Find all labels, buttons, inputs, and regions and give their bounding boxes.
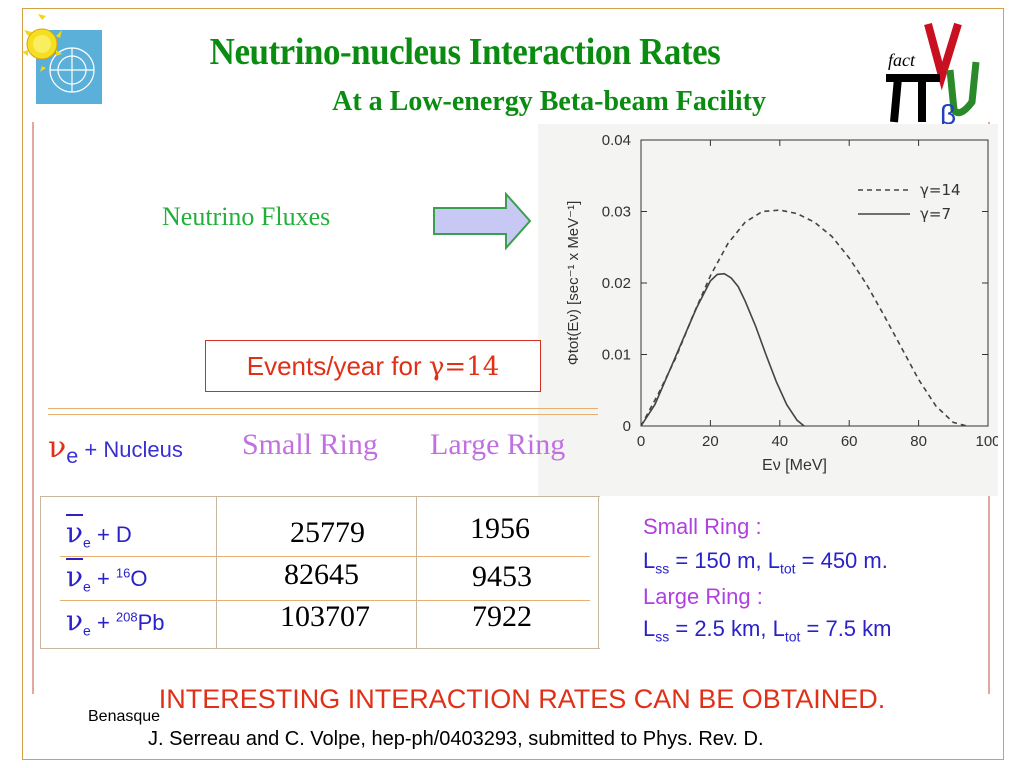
table-row-label-o: νe + 16O <box>66 560 148 594</box>
venue-label: Benasque <box>88 708 161 725</box>
col-header-reaction: νe + Nucleus <box>48 430 183 469</box>
large-ring-ltot-value: = 7.5 km <box>800 616 892 641</box>
flavor-subscript: e <box>83 578 91 595</box>
l-symbol: L <box>643 616 656 641</box>
x-tick-label: 0 <box>637 433 645 450</box>
target-nucleus: O <box>130 566 148 591</box>
table-rule <box>48 408 598 409</box>
col-header-small-ring: Small Ring <box>242 428 378 461</box>
y-tick-label: 0.01 <box>602 347 631 364</box>
mass-number: 208 <box>115 609 138 625</box>
antinu-symbol: ν <box>66 560 84 593</box>
target-nucleus: Pb <box>137 610 165 635</box>
x-tick-label: 80 <box>910 433 927 450</box>
ss-subscript: ss <box>655 628 670 645</box>
table-rule <box>40 496 600 497</box>
col-header-text: + Nucleus <box>78 437 183 462</box>
y-tick-label: 0.03 <box>602 204 631 221</box>
flavor-subscript: e <box>83 622 91 639</box>
nu-symbol: ν <box>66 604 84 637</box>
table-col-divider <box>40 496 41 648</box>
large-ring-lss-value: = 2.5 km, L <box>669 616 785 641</box>
table-row-divider <box>60 600 590 601</box>
y-tick-label: 0.02 <box>602 275 631 292</box>
plus-sign: + <box>90 610 116 635</box>
table-rule <box>40 648 600 649</box>
mass-number: 16 <box>115 565 131 581</box>
flavor-subscript: e <box>83 534 91 551</box>
neutrino-fluxes-label: Neutrino Fluxes <box>162 202 331 231</box>
legend-label: γ=14 <box>920 181 961 199</box>
small-ring-lss-value: = 150 m, L <box>669 548 780 573</box>
arrow-right-icon <box>433 192 532 250</box>
small-ring-lengths: Lss = 150 m, Ltot = 450 m. <box>643 548 888 576</box>
antinu-symbol: ν <box>66 516 84 549</box>
target-nucleus: D <box>115 522 132 547</box>
slide-subtitle: At a Low-energy Beta-beam Facility <box>332 86 766 117</box>
y-axis-label: Φtot(Eν) [sec⁻¹ x MeV⁻¹] <box>565 201 582 366</box>
citation: J. Serreau and C. Volpe, hep-ph/0403293,… <box>148 728 764 750</box>
x-tick-label: 40 <box>771 433 788 450</box>
cell-pb-large: 7922 <box>472 600 532 633</box>
flux-chart-svg: 0 20 40 60 80 100 0 0.01 0.02 0.03 0.04 Eν [MeV] Φto… <box>565 132 1001 474</box>
svg-text:β: β <box>940 99 956 128</box>
table-col-divider <box>416 496 417 648</box>
table-row-label-pb: νe + 208Pb <box>66 604 165 638</box>
cell-d-large: 1956 <box>470 512 530 545</box>
large-ring-title: Large Ring : <box>643 584 763 609</box>
tot-subscript: tot <box>784 628 801 645</box>
conference-logo-icon <box>22 14 102 104</box>
x-tick-label: 60 <box>841 433 858 450</box>
events-per-year-box: Events/year for γ=14 <box>205 340 541 392</box>
y-tick-label: 0 <box>623 418 631 435</box>
table-row-label-d: νe + D <box>66 516 132 550</box>
cell-d-small: 25779 <box>290 516 365 549</box>
events-gamma: γ=14 <box>428 352 500 382</box>
plus-sign: + <box>90 566 116 591</box>
table-col-divider <box>216 496 217 648</box>
x-tick-label: 20 <box>702 433 719 450</box>
slide-frame <box>22 8 1004 760</box>
conclusion-headline: INTERESTING INTERACTION RATES CAN BE OBT… <box>158 684 886 714</box>
x-axis-label: Eν [MeV] <box>762 457 827 474</box>
flavor-subscript: e <box>66 443 79 469</box>
cell-pb-small: 103707 <box>280 600 370 633</box>
ss-subscript: ss <box>655 560 670 577</box>
legend-label: γ=7 <box>920 205 951 223</box>
tot-subscript: tot <box>779 560 796 577</box>
l-symbol: L <box>643 548 656 573</box>
table-row-divider <box>60 556 590 557</box>
col-header-large-ring: Large Ring <box>430 428 566 461</box>
plus-sign: + <box>90 522 116 547</box>
nu-symbol: ν <box>48 430 67 465</box>
flux-plot: 0 20 40 60 80 100 0 0.01 0.02 0.03 0.04 Eν [MeV] Φto… <box>538 124 1001 496</box>
series-line-0 <box>640 209 968 427</box>
cell-o-small: 82645 <box>284 558 359 591</box>
series-line-1 <box>640 272 805 427</box>
cell-o-large: 9453 <box>472 560 532 593</box>
slide-title: Neutrino-nucleus Interaction Rates <box>209 31 721 73</box>
y-tick-label: 0.04 <box>602 132 631 149</box>
x-tick-label: 100 <box>975 433 998 450</box>
table-rule <box>48 414 598 415</box>
left-margin-line <box>32 122 34 694</box>
small-ring-ltot-value: = 450 m. <box>795 548 888 573</box>
events-label: Events/year for <box>246 351 429 381</box>
small-ring-title: Small Ring : <box>643 514 762 539</box>
logo-fact-text: fact <box>888 50 916 70</box>
table-col-divider <box>598 496 599 648</box>
facility-logo-icon: fact β <box>886 22 980 128</box>
large-ring-lengths: Lss = 2.5 km, Ltot = 7.5 km <box>643 616 891 644</box>
